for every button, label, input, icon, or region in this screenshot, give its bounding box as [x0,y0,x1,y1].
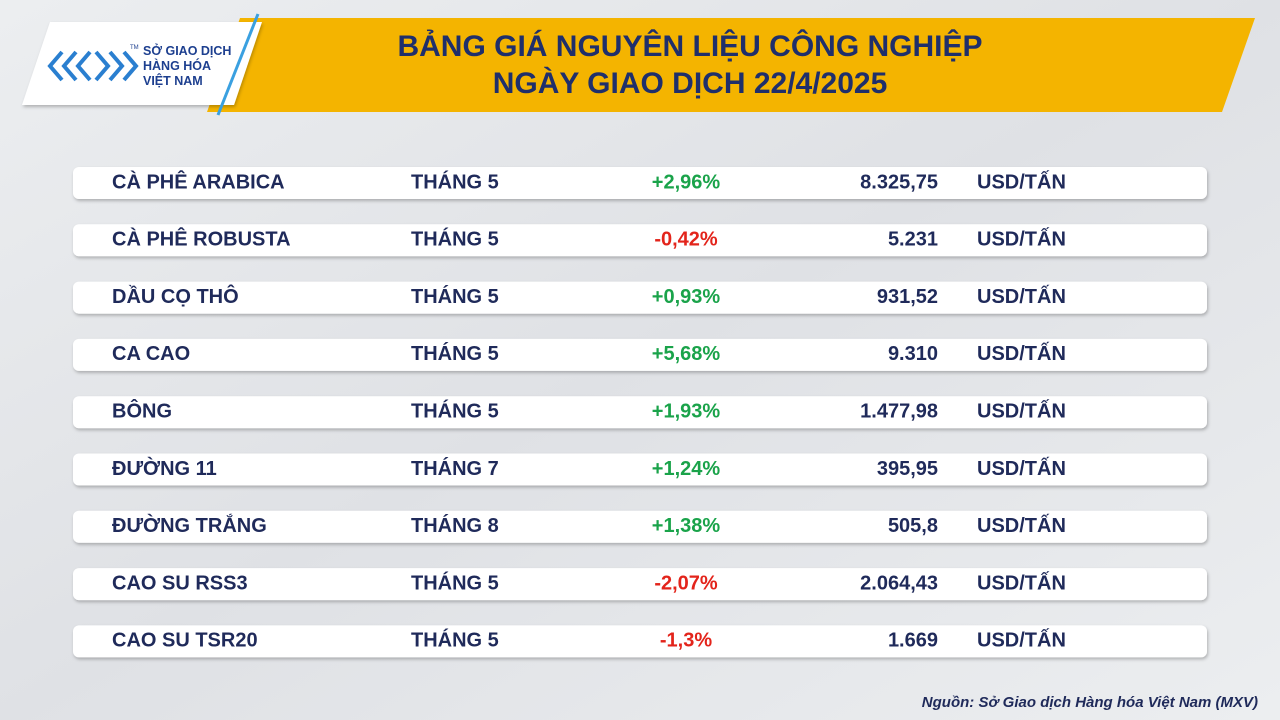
contract-month: THÁNG 5 [411,342,499,365]
title-line: NGÀY GIAO DỊCH 22/4/2025 [493,66,888,100]
unit: USD/TẤN [977,457,1066,480]
commodity-name: CÀ PHÊ ROBUSTA [112,227,291,251]
price-change: -2,07% [654,572,718,594]
price: 395,95 [877,458,938,480]
row-background [73,224,1207,257]
logo-icon [47,50,139,82]
price: 931,52 [877,286,938,308]
price-change: -1,3% [660,630,712,652]
logo-line: VIỆT NAM [143,73,203,88]
row-background [73,625,1207,658]
row-background [73,568,1207,601]
unit: USD/TẤN [977,514,1066,537]
contract-month: THÁNG 7 [411,457,499,480]
price-change: +5,68% [652,343,721,365]
header-band [207,18,1255,112]
unit: USD/TẤN [977,629,1066,652]
row-background [73,281,1207,314]
price: 9.310 [888,343,938,365]
price: 505,8 [888,515,938,537]
contract-month: THÁNG 5 [411,170,499,193]
unit: USD/TẤN [977,399,1066,422]
unit: USD/TẤN [977,285,1066,308]
logo-accent [216,13,260,116]
title-line: BẢNG GIÁ NGUYÊN LIỆU CÔNG NGHIỆP [397,29,982,63]
price-change: -0,42% [654,229,718,251]
commodity-name: CÀ PHÊ ARABICA [112,169,285,193]
unit: USD/TẤN [977,170,1066,193]
price-change: +0,93% [652,286,721,308]
contract-month: THÁNG 5 [411,285,499,308]
contract-month: THÁNG 5 [411,399,499,422]
row-background [73,338,1207,371]
row-background [73,510,1207,543]
commodity-name: CAO SU RSS3 [112,572,248,594]
row-background [73,167,1207,199]
commodity-name: ĐƯỜNG 11 [112,456,217,480]
contract-month: THÁNG 8 [411,514,499,537]
commodity-name: ĐƯỜNG TRẮNG [112,513,267,537]
commodity-name: CA CAO [112,343,190,365]
logo-line: SỞ GIAO DỊCH [143,43,231,58]
price: 1.477,98 [860,400,938,422]
contract-month: THÁNG 5 [411,228,499,251]
price-change: +1,93% [652,400,721,422]
price-change: +2,96% [652,171,721,193]
logo-line: HÀNG HÓA [143,58,211,73]
logo-panel [22,22,262,105]
unit: USD/TẤN [977,228,1066,251]
price-change: +1,24% [652,458,721,480]
price: 8.325,75 [860,171,938,193]
commodity-name: CAO SU TSR20 [112,630,258,652]
commodity-name: BÔNG [112,398,172,422]
contract-month: THÁNG 5 [411,629,499,652]
price: 2.064,43 [860,572,938,594]
price: 5.231 [888,229,938,251]
commodity-name: DẦU CỌ THÔ [112,284,239,308]
unit: USD/TẤN [977,342,1066,365]
logo-trademark: TM [130,45,139,51]
row-background [73,453,1207,486]
price: 1.669 [888,630,938,652]
row-background [73,396,1207,429]
price-change: +1,38% [652,515,721,537]
unit: USD/TẤN [977,571,1066,594]
source-note: Nguồn: Sở Giao dịch Hàng hóa Việt Nam (M… [922,694,1258,711]
contract-month: THÁNG 5 [411,571,499,594]
